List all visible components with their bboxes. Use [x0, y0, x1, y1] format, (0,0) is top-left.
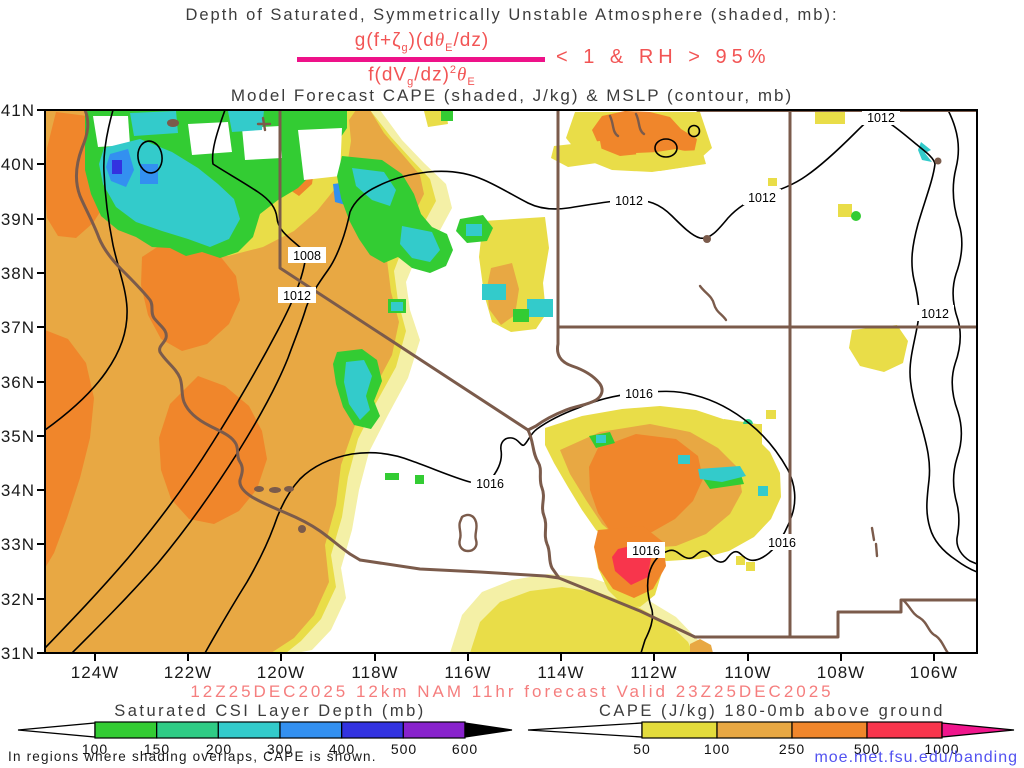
- geography-borders: [74, 110, 977, 653]
- svg-text:33N: 33N: [1, 535, 35, 554]
- cape-shading-bottom: [450, 574, 713, 653]
- lake-colorado: [934, 157, 942, 165]
- river-colorado-south: [526, 428, 561, 580]
- formula-denominator: f(dVg/dz)2θE: [368, 64, 476, 89]
- cape-colorbar: CAPE (J/kg) 180-0mb above ground 50 100 …: [527, 702, 1015, 757]
- svg-text:120W: 120W: [257, 663, 305, 682]
- svg-text:1012: 1012: [615, 194, 643, 208]
- cape-shading-west: [45, 110, 452, 653]
- page-title: Depth of Saturated, Symmetrically Unstab…: [185, 6, 839, 24]
- overlap-note: In regions where shading overlaps, CAPE …: [8, 749, 377, 764]
- svg-text:1016: 1016: [632, 544, 660, 558]
- svg-text:400: 400: [329, 741, 355, 757]
- salton-sea: [458, 513, 478, 553]
- svg-text:100: 100: [704, 741, 730, 757]
- lake-clear: [167, 119, 179, 127]
- svg-text:37N: 37N: [1, 318, 35, 337]
- cape-over-arrow: [941, 722, 1015, 738]
- svg-text:112W: 112W: [630, 663, 677, 682]
- map-canvas: 1008 1012 1012 1012 1012 1012 1016 1016 …: [45, 110, 977, 653]
- svg-text:600: 600: [452, 741, 478, 757]
- csi-colorbar: Saturated CSI Layer Depth (mb) 100 150 2…: [17, 702, 513, 757]
- cape-shading-arizona: [545, 406, 781, 607]
- river-east-utah: [698, 284, 728, 322]
- contour-1012-long: [71, 116, 977, 653]
- svg-text:40N: 40N: [1, 155, 35, 174]
- svg-text:100: 100: [82, 741, 108, 757]
- x-axis: [94, 653, 935, 661]
- svg-text:1012: 1012: [921, 307, 949, 321]
- svg-text:500: 500: [854, 741, 880, 757]
- formula-numerator: g(f+ζg)(dθE/dz): [354, 30, 490, 54]
- svg-text:118W: 118W: [351, 663, 398, 682]
- svg-text:1012: 1012: [283, 289, 311, 303]
- lake-cross-mark: [256, 116, 272, 132]
- contour-value-labels: 1008 1012 1012 1012 1012 1012 1016 1016 …: [278, 110, 954, 558]
- svg-text:300: 300: [267, 741, 293, 757]
- lake-utah: [703, 235, 711, 243]
- border-mexico: [358, 558, 977, 639]
- formula-condition: < 1 & RH > 95%: [556, 46, 771, 68]
- csi-colorbar-title: Saturated CSI Layer Depth (mb): [114, 702, 426, 720]
- svg-text:1012: 1012: [867, 111, 895, 125]
- contour-1016: [204, 390, 796, 653]
- csi-shading-south: [333, 142, 932, 571]
- cape-under-arrow: [527, 722, 643, 738]
- csi-over-arrow: [464, 722, 513, 738]
- river-nm-dashes: [870, 526, 879, 558]
- fraction-bar: [297, 57, 545, 62]
- contour-closed-oval: [137, 140, 163, 174]
- y-axis-labels: 41N 40N 39N 38N 37N 36N 35N 34N 33N 32N …: [1, 101, 35, 663]
- run-info: 12Z25DEC2025 12km NAM 11hr forecast Vali…: [190, 682, 833, 701]
- svg-text:114W: 114W: [537, 663, 584, 682]
- cape-colorbar-title: CAPE (J/kg) 180-0mb above ground: [599, 702, 945, 720]
- x-axis-labels: 124W 122W 120W 118W 116W 114W 112W 110W …: [71, 663, 958, 682]
- channel-islands: [254, 486, 306, 533]
- svg-text:32N: 32N: [1, 590, 35, 609]
- border-california-nevada: [278, 110, 530, 432]
- river-colorado-north: [526, 325, 604, 432]
- contour-west-1: [45, 110, 128, 431]
- svg-text:1016: 1016: [768, 536, 796, 550]
- svg-text:500: 500: [391, 741, 417, 757]
- contour-closed-small-1: [654, 138, 678, 158]
- svg-text:1008: 1008: [293, 249, 321, 263]
- svg-text:31N: 31N: [1, 644, 35, 663]
- svg-text:108W: 108W: [817, 663, 865, 682]
- svg-text:35N: 35N: [1, 427, 35, 446]
- contour-closed-small-2: [687, 124, 701, 138]
- svg-text:200: 200: [206, 741, 232, 757]
- svg-text:41N: 41N: [1, 101, 35, 120]
- contour-1012-east: [947, 110, 977, 565]
- svg-text:124W: 124W: [71, 663, 119, 682]
- svg-text:106W: 106W: [910, 663, 958, 682]
- site-link[interactable]: moe.met.fsu.edu/banding: [814, 749, 1018, 766]
- page-subtitle: Model Forecast CAPE (shaded, J/kg) & MSL…: [230, 86, 794, 105]
- svg-text:38N: 38N: [1, 264, 35, 283]
- svg-text:122W: 122W: [164, 663, 212, 682]
- svg-text:39N: 39N: [1, 210, 35, 229]
- svg-text:50: 50: [633, 741, 651, 757]
- svg-text:150: 150: [144, 741, 170, 757]
- svg-text:116W: 116W: [444, 663, 491, 682]
- svg-text:1016: 1016: [625, 387, 653, 401]
- coastline: [74, 110, 362, 562]
- svg-text:34N: 34N: [1, 481, 35, 500]
- svg-text:1012: 1012: [748, 191, 776, 205]
- csi-colorbar-ticks: 100 150 200 300 400 500 600: [82, 741, 478, 757]
- river-rio-grande: [901, 598, 950, 653]
- great-salt-lake: [608, 112, 646, 138]
- cape-colorbar-ticks: 50 100 250 500 1000: [633, 741, 959, 757]
- svg-text:110W: 110W: [724, 663, 771, 682]
- y-axis: [37, 109, 45, 654]
- svg-text:36N: 36N: [1, 373, 35, 392]
- csi-under-arrow: [17, 722, 96, 738]
- svg-text:250: 250: [779, 741, 805, 757]
- svg-text:1000: 1000: [924, 741, 959, 757]
- svg-text:1016: 1016: [476, 477, 504, 491]
